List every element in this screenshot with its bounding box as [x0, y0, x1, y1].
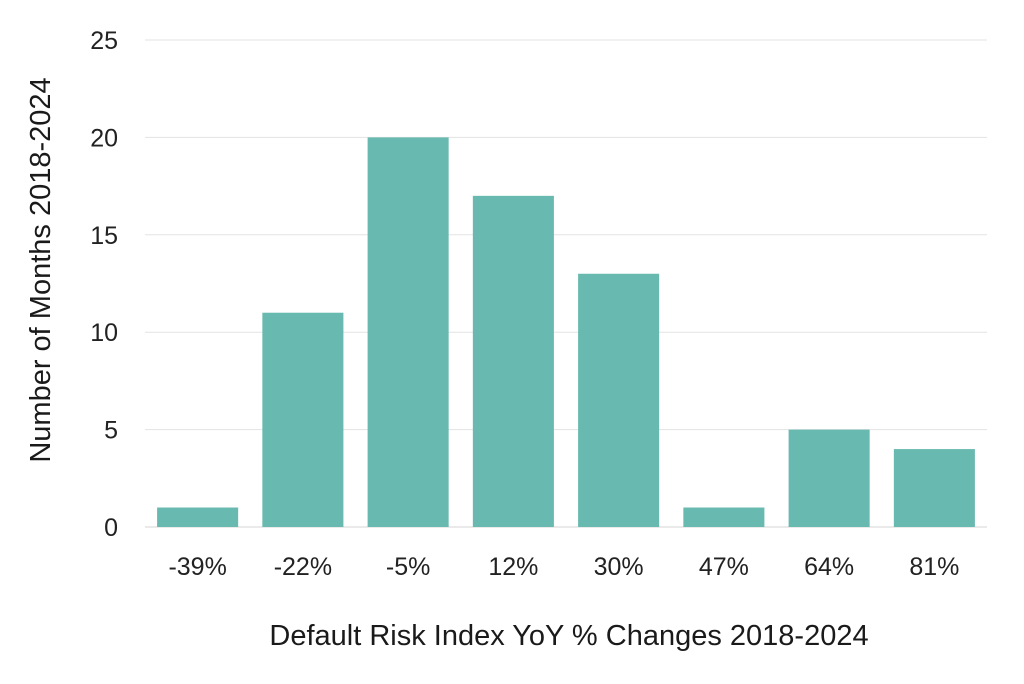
y-tick-label: 5: [104, 417, 118, 445]
bar: [578, 273, 660, 527]
x-tick-label: 30%: [594, 553, 644, 581]
y-tick-label: 15: [90, 222, 118, 250]
bar: [788, 429, 870, 527]
x-tick-label: 64%: [804, 553, 854, 581]
y-tick-label: 20: [90, 124, 118, 152]
y-tick-label: 25: [90, 27, 118, 55]
bar: [157, 507, 239, 527]
x-tick-label: 12%: [488, 553, 538, 581]
bar: [893, 449, 975, 527]
x-tick-label: -5%: [386, 553, 430, 581]
bar: [683, 507, 765, 527]
x-tick-label: -22%: [274, 553, 332, 581]
y-tick-label: 0: [104, 514, 118, 542]
y-tick-label: 10: [90, 319, 118, 347]
bar: [262, 312, 344, 527]
x-axis-title: Default Risk Index YoY % Changes 2018-20…: [269, 620, 868, 652]
x-tick-label: 47%: [699, 553, 749, 581]
x-axis-ticks: -39% -22% -5% 12% 30% 47% 64% 81%: [168, 553, 959, 581]
x-tick-label: -39%: [168, 553, 226, 581]
x-tick-label: 81%: [909, 553, 959, 581]
bars: [157, 137, 975, 527]
y-axis-ticks: 0 5 10 15 20 25: [90, 27, 118, 542]
bar: [472, 195, 554, 527]
y-axis-title: Number of Months 2018-2024: [25, 77, 57, 462]
bar: [367, 137, 449, 527]
